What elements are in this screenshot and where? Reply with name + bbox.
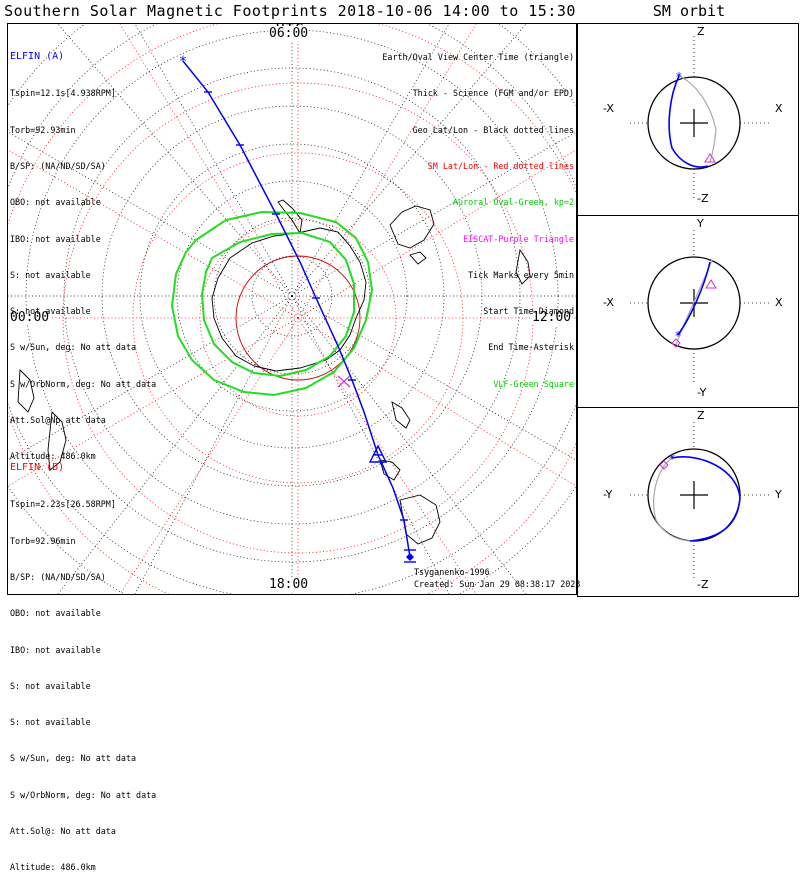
orbit-panel-yz bbox=[577, 407, 799, 597]
axis-label-top: Z bbox=[697, 25, 705, 38]
elfin-b-name: ELFIN (B) bbox=[10, 462, 65, 474]
elfin-b-line: S w/OrbNorm, deg: No att data bbox=[10, 789, 157, 800]
footprint-map: * bbox=[8, 24, 576, 594]
elfin-b-line: S w/Sun, deg: No att data bbox=[10, 753, 137, 764]
orbit-panel-xy bbox=[577, 215, 799, 408]
coastlines bbox=[17, 199, 531, 545]
elfin-a-line: Altitude: 486.0km bbox=[10, 451, 96, 462]
island-coast-1 bbox=[391, 401, 411, 429]
axis-label-bottom: -Y bbox=[697, 386, 707, 399]
antarctica-coast bbox=[211, 227, 367, 372]
axis-label-bottom: -Z bbox=[697, 578, 709, 591]
auroral-oval bbox=[170, 210, 374, 397]
footprint-map-panel bbox=[7, 23, 577, 595]
island-coast-2 bbox=[379, 459, 401, 481]
elfin-b-line: Att.Sol@: No att data bbox=[10, 826, 116, 836]
antarctic-peninsula bbox=[277, 199, 303, 235]
track-tick-marks bbox=[204, 91, 416, 563]
elfin-a-line: Torb=92.93min bbox=[10, 124, 76, 135]
axis-label-top: Y bbox=[697, 217, 704, 230]
start-diamond-icon bbox=[406, 553, 414, 561]
australia-coast bbox=[389, 205, 435, 249]
south-america-tip bbox=[399, 494, 441, 545]
axis-label-top: Z bbox=[697, 409, 705, 422]
axis-label-right: X bbox=[775, 102, 783, 115]
orbit-panel-xz bbox=[577, 23, 799, 216]
elfin-a-line: S: not available bbox=[10, 269, 91, 280]
created-timestamp: Created: Sun Jan 29 08:38:17 2023 bbox=[414, 579, 581, 589]
elfin-b-info: ELFIN (B) Tspin=2.23s[26.58RPM] Torb=92.… bbox=[10, 438, 156, 885]
legend-item: VLF-Green Square bbox=[493, 378, 574, 389]
legend-item: End Time-Asterisk bbox=[488, 342, 574, 353]
view-center-triangle-icon bbox=[368, 444, 388, 463]
axis-label-left: -X bbox=[603, 102, 614, 115]
elfin-b-line: S: not available bbox=[10, 680, 91, 691]
legend-item: Thick - Science (FGM and/or EPD) bbox=[412, 88, 574, 99]
model-credit: Tsyganenko-1996 bbox=[414, 567, 490, 577]
elfin-a-line: IBO: not available bbox=[10, 233, 101, 244]
axis-label-left: -Y bbox=[603, 488, 613, 501]
elfin-a-line: B/SP: (NA/ND/SD/SA) bbox=[10, 161, 106, 172]
legend-item: Earth/Oval View Center Time (triangle) bbox=[382, 52, 574, 63]
clock-label-bottom: 18:00 bbox=[268, 577, 310, 592]
elfin-a-track: * bbox=[179, 54, 416, 563]
clock-label-left: 00:00 bbox=[9, 310, 51, 325]
legend-item: SM Lat/Lon - Red dotted lines bbox=[427, 161, 574, 172]
axis-label-bottom: -Z bbox=[697, 192, 709, 205]
axis-label-right: Y bbox=[775, 488, 782, 501]
elfin-a-info: ELFIN (A) Tspin=12.1s[4.938RPM] Torb=92.… bbox=[10, 27, 156, 474]
axis-label-left: -X bbox=[603, 296, 614, 309]
elfin-b-line: OBO: not available bbox=[10, 608, 101, 619]
elfin-a-line: S w/OrbNorm, deg: No att data bbox=[10, 378, 157, 389]
legend-item: Start Time-Diamond bbox=[483, 306, 574, 317]
map-legend: Earth/Oval View Center Time (triangle) T… bbox=[382, 27, 574, 402]
auroral-oval-outer bbox=[170, 210, 374, 397]
elfin-b-line: Altitude: 486.0km bbox=[10, 862, 96, 873]
axis-label-right: X bbox=[775, 296, 783, 309]
end-asterisk-icon: * bbox=[179, 54, 187, 70]
elfin-b-line: B/SP: (NA/ND/SD/SA) bbox=[10, 572, 106, 583]
sm-inner-circle bbox=[235, 255, 361, 381]
elfin-a-line: Att.Sol@Np att data bbox=[10, 415, 106, 425]
clock-label-top: 06:00 bbox=[268, 26, 310, 41]
elfin-b-line: Torb=92.96min bbox=[10, 535, 76, 546]
madagascar-coast bbox=[17, 368, 35, 413]
elfin-a-line: OBO: not available bbox=[10, 197, 101, 208]
tasmania-coast bbox=[409, 251, 427, 265]
orbit-panel-title: SM orbit bbox=[652, 2, 726, 20]
eiscat-marker-cross bbox=[337, 375, 351, 388]
legend-item: Auroral Oval-Green, kp=2 bbox=[452, 197, 574, 208]
elfin-b-line: Tspin=2.23s[26.58RPM] bbox=[10, 499, 116, 510]
elfin-a-name: ELFIN (A) bbox=[10, 51, 65, 63]
elfin-b-line: IBO: not available bbox=[10, 644, 101, 655]
elfin-a-line: Tspin=12.1s[4.938RPM] bbox=[10, 88, 116, 99]
southern-africa-coast bbox=[47, 411, 67, 471]
legend-item: Geo Lat/Lon - Black dotted lines bbox=[412, 124, 574, 135]
elfin-b-line: S: not available bbox=[10, 717, 91, 728]
elfin-a-line: S: not available bbox=[10, 306, 91, 317]
legend-item: Tick Marks every 5min bbox=[468, 269, 574, 280]
legend-item: EISCAT-Purple Triangle bbox=[463, 233, 574, 244]
auroral-oval-inner bbox=[200, 231, 355, 378]
geo-grid bbox=[8, 24, 576, 594]
new-zealand-coast bbox=[515, 248, 531, 285]
elfin-a-line: S w/Sun, deg: No att data bbox=[10, 342, 137, 353]
clock-label-right: 12:00 bbox=[531, 310, 573, 325]
